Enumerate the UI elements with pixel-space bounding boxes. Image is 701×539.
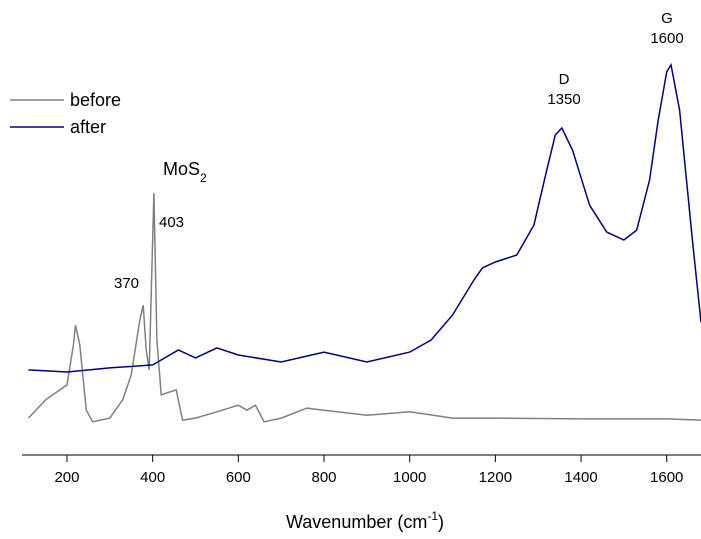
x-label-end: ) — [438, 512, 444, 532]
x-label-sup: -1 — [427, 509, 438, 523]
x-label-text: Wavenumber (cm — [286, 512, 427, 532]
x-axis-label: Wavenumber (cm-1) — [286, 509, 444, 532]
legend-label: before — [70, 90, 121, 110]
line-series — [28, 62, 701, 373]
x-tick-label: 200 — [54, 469, 79, 486]
x-tick-label: 600 — [226, 469, 251, 486]
annotation: D — [559, 71, 570, 88]
annotation: 1350 — [547, 91, 580, 108]
x-tick-label: 400 — [140, 469, 165, 486]
annotation: 370 — [114, 275, 139, 292]
x-tick-label: 800 — [312, 469, 337, 486]
annotation-text: MoS — [163, 159, 200, 179]
line-series — [27, 193, 701, 423]
annotation-mos2: MoS2 — [163, 159, 207, 185]
x-tick-label: 1000 — [393, 469, 426, 486]
x-tick-label: 1600 — [650, 469, 683, 486]
annotation-sub: 2 — [200, 171, 207, 185]
annotation: G — [661, 10, 673, 27]
annotation: 1600 — [650, 30, 683, 47]
x-tick-label: 1400 — [564, 469, 597, 486]
annotation: 403 — [159, 214, 184, 231]
legend-label: after — [70, 117, 106, 137]
x-tick-label: 1200 — [479, 469, 512, 486]
